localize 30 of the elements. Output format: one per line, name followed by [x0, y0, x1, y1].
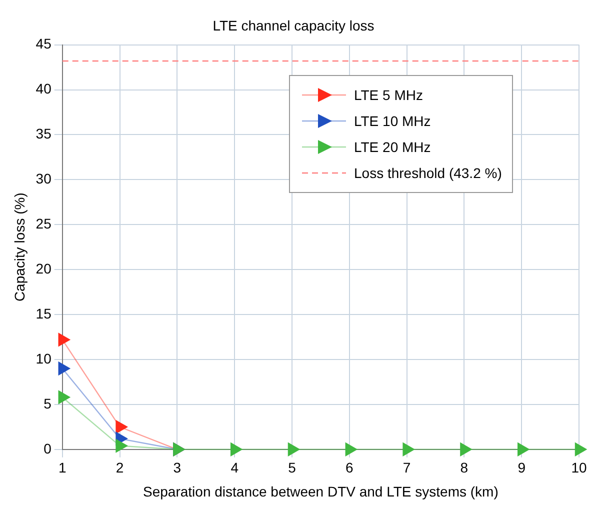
x-tick-label: 2	[116, 460, 124, 476]
x-tick-label: 6	[345, 460, 354, 476]
legend-label: LTE 10 MHz	[354, 112, 431, 129]
y-tick-label: 45	[36, 36, 52, 52]
legend-label: LTE 20 MHz	[354, 138, 431, 155]
x-tick-label: 5	[288, 460, 296, 476]
y-tick-label: 30	[36, 170, 52, 187]
point	[58, 390, 70, 404]
legend-label: LTE 5 MHz	[354, 86, 423, 103]
x-axis-title: Separation distance between DTV and LTE systems (km)	[143, 483, 498, 500]
x-tick-label: 10	[571, 460, 587, 476]
chart-title: LTE channel capacity loss	[212, 17, 374, 34]
y-axis-title: Capacity loss (%)	[11, 192, 28, 302]
point	[58, 333, 70, 346]
y-tick-label: 15	[36, 305, 52, 322]
x-tick-label: 8	[460, 460, 468, 476]
legend-label: Loss threshold (43.2 %)	[354, 164, 502, 181]
x-tick-label: 9	[518, 460, 526, 476]
y-tick-label: 20	[36, 260, 52, 276]
y-tick-label: 35	[36, 126, 52, 142]
x-tick-label: 7	[402, 460, 411, 476]
x-tick-label: 4	[230, 460, 239, 476]
x-tick-label: 3	[173, 460, 182, 476]
x-tick-label: 1	[58, 460, 66, 476]
y-tick-label: 0	[44, 440, 52, 456]
y-tick-label: 40	[36, 80, 52, 97]
y-tick-label: 10	[36, 350, 52, 366]
y-tick-label: 5	[44, 395, 52, 412]
point	[116, 420, 128, 434]
y-tick-label: 25	[36, 215, 52, 232]
